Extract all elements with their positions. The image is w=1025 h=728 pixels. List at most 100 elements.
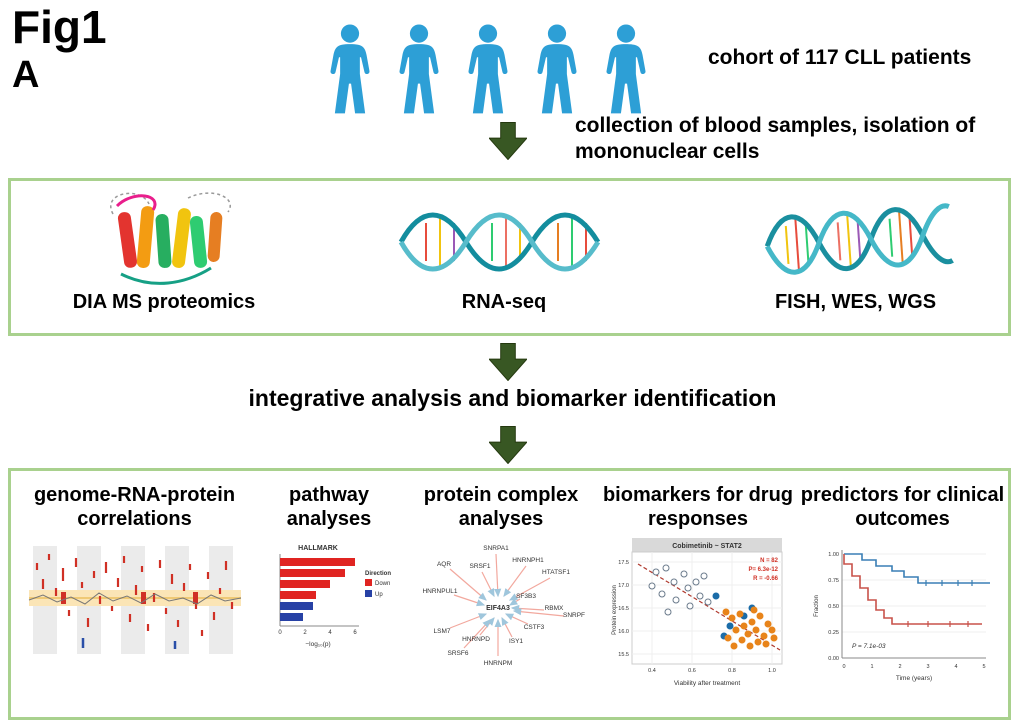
- network-node-labels: SNRPA1 AQR SRSF1 HNRNPH1 HTATSF1 HNRNPUL…: [422, 545, 585, 667]
- node-label: ISY1: [508, 638, 522, 645]
- annotation-n: N = 82: [760, 558, 779, 564]
- up-bars: [280, 601, 313, 621]
- open-points: [648, 564, 712, 616]
- grid: [841, 553, 986, 633]
- node-label: SF3B3: [516, 593, 536, 600]
- x-axis-label: −log₁₀(p): [305, 641, 330, 648]
- y-tick-labels: 0.00 0.25 0.50 0.75 1.00: [828, 552, 839, 662]
- svg-text:1.0: 1.0: [768, 668, 776, 674]
- x-tick-labels: 0.4 0.6 0.8 1.0: [648, 668, 776, 674]
- correlation-track-chart: [28, 545, 241, 654]
- x-axis-label: Viability after treatment: [674, 680, 741, 687]
- chart-title: Cobimetinib ~ STAT2: [672, 543, 742, 550]
- svg-text:0: 0: [842, 664, 845, 670]
- assays-box: DIA MS proteomics RNA-seq: [8, 178, 1011, 336]
- blue-ticks: [81, 637, 176, 649]
- svg-text:0.4: 0.4: [648, 668, 656, 674]
- base-pairs: [784, 211, 914, 270]
- annotation-r: R = -0.66: [753, 576, 779, 582]
- node-label: HNRNPUL1: [422, 588, 457, 595]
- result-panel-complexes: protein complex analyses: [406, 477, 596, 715]
- person-icon: [468, 24, 508, 114]
- svg-text:5: 5: [982, 664, 985, 670]
- protein-structure-illustration: [110, 192, 231, 285]
- censor-marks-red: [906, 620, 969, 627]
- y-axis-label: Protein expression: [612, 585, 618, 635]
- down-arrow-icon: [489, 122, 527, 160]
- red-correlation-ticks: [35, 553, 233, 636]
- down-arrow-icon: [489, 343, 527, 381]
- svg-text:4: 4: [954, 664, 957, 670]
- figure-panel-label: A: [12, 54, 40, 96]
- protein-network-chart: SNRPA1 AQR SRSF1 HNRNPH1 HTATSF1 HNRNPUL…: [422, 545, 585, 667]
- patient-cohort-icons: [322, 24, 654, 116]
- collection-label: collection of blood samples, isolation o…: [575, 114, 976, 164]
- x-tick-labels: 0 1 2 3 4 5: [842, 664, 985, 670]
- network-edges: [449, 553, 564, 656]
- drug-response-scatter-chart: Cobimetinib ~ STAT2: [612, 537, 783, 687]
- p-value-label: P = 7.1e-03: [852, 643, 886, 650]
- person-icon: [330, 24, 370, 114]
- integration-label: integrative analysis and biomarker ident…: [248, 385, 777, 411]
- pathway-bar-chart: HALLMARK 0 2 4 6 −log₁₀(p): [278, 545, 391, 648]
- node-label: CSTF3: [523, 624, 544, 631]
- svg-text:17.0: 17.0: [618, 583, 629, 589]
- down-bars: [280, 557, 355, 599]
- svg-text:0.8: 0.8: [728, 668, 736, 674]
- svg-text:1.00: 1.00: [828, 552, 839, 558]
- person-icon: [537, 24, 577, 114]
- svg-text:0.25: 0.25: [828, 630, 839, 636]
- survival-curve-red: [842, 553, 982, 625]
- survival-curve-chart: P = 7.1e-03 0.00 0.25 0.50 0.75 1.00 0 1…: [814, 549, 990, 682]
- result-panel-outcomes: predictors for clinical outcomes P = 7.1…: [800, 477, 1005, 715]
- facet-strip: [632, 537, 782, 552]
- person-icon: [606, 24, 646, 114]
- person-icon: [399, 24, 439, 114]
- down-arrow-icon: [489, 426, 527, 464]
- x-axis-label: Time (years): [895, 675, 931, 682]
- chart-title: HALLMARK: [298, 545, 338, 552]
- svg-text:2: 2: [898, 664, 901, 670]
- x-tick-label: 4: [328, 630, 332, 636]
- panel-title: predictors for clinical outcomes: [800, 484, 1005, 531]
- result-panel-pathways: pathway analyses HALLMARK 0 2 4 6: [254, 477, 404, 715]
- node-label: SRSF6: [447, 650, 468, 657]
- x-tick-label: 2: [303, 630, 307, 636]
- node-label: HTATSF1: [542, 569, 570, 576]
- svg-text:0.6: 0.6: [688, 668, 696, 674]
- node-label: HNRNPD: [462, 636, 490, 643]
- node-label: SNRPA1: [483, 545, 509, 552]
- trend-line: [28, 592, 241, 605]
- svg-text:16.0: 16.0: [618, 629, 629, 635]
- svg-text:1: 1: [870, 664, 873, 670]
- legend: Direction Down Up: [365, 571, 391, 598]
- node-label: RBMX: [544, 605, 563, 612]
- node-label: AQR: [436, 561, 450, 568]
- svg-text:0.00: 0.00: [828, 656, 839, 662]
- assay-label-genomics: FISH, WES, WGS: [774, 291, 937, 313]
- panel-title: biomarkers for drug responses: [602, 484, 794, 531]
- y-tick-labels: 15.5 16.0 16.5 17.0 17.5: [618, 560, 629, 658]
- x-tick-label: 6: [353, 630, 357, 636]
- node-label: LSM7: [433, 628, 450, 635]
- y-axis-label: Fraction: [814, 595, 820, 617]
- assay-label-rnaseq: RNA-seq: [461, 291, 547, 313]
- svg-text:0.75: 0.75: [828, 578, 839, 584]
- panel-title: genome-RNA-protein correlations: [33, 484, 236, 531]
- svg-text:3: 3: [926, 664, 929, 670]
- node-label: SRSF1: [469, 563, 490, 570]
- center-node-label: EIF4A3: [486, 605, 510, 612]
- node-label: HNRNPH1: [512, 557, 544, 564]
- svg-text:16.5: 16.5: [618, 606, 629, 612]
- result-panel-correlations: genome-RNA-protein correlations: [17, 477, 252, 715]
- dna-helix-illustration: [764, 203, 954, 275]
- node-label: SNRPF: [562, 612, 584, 619]
- legend-title: Direction: [365, 571, 391, 577]
- node-label: HNRNPM: [483, 660, 512, 667]
- panel-title: protein complex analyses: [423, 484, 579, 531]
- result-panel-biomarkers: biomarkers for drug responses Cobimetini…: [598, 477, 798, 715]
- figure-label: Fig1: [12, 1, 107, 53]
- assay-label-proteomics: DIA MS proteomics: [72, 291, 256, 313]
- rna-helix-illustration: [398, 212, 601, 272]
